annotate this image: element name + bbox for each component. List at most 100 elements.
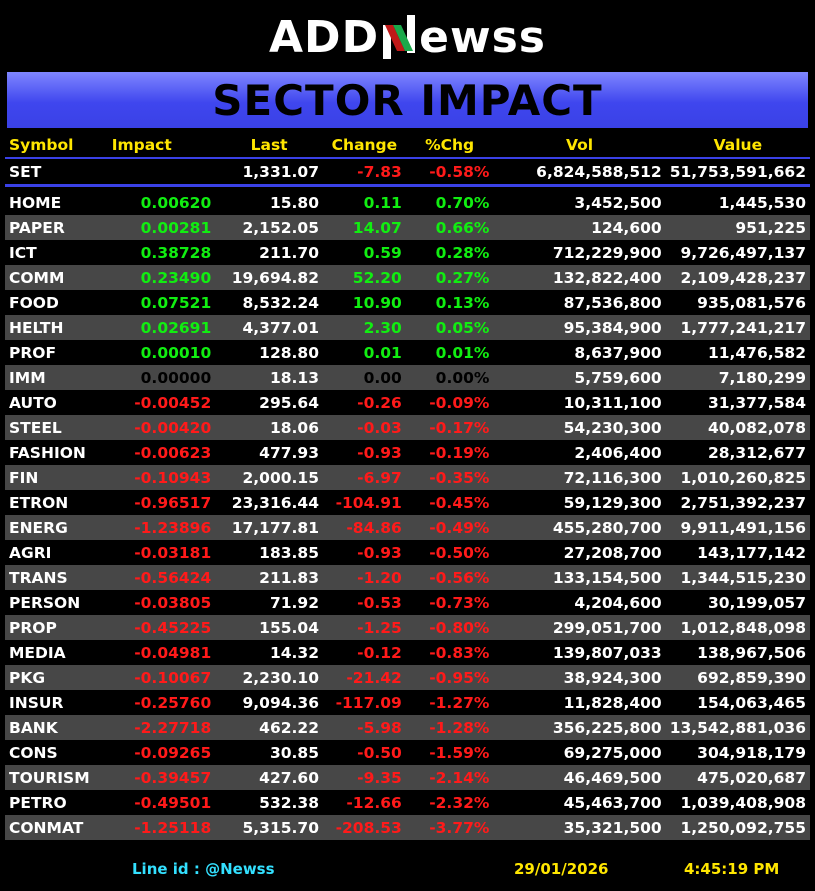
col-volume: Vol xyxy=(566,136,594,154)
row-volume: 299,051,700 xyxy=(552,618,662,637)
row-volume: 69,275,000 xyxy=(563,743,662,762)
table-row: COMM 0.23490 19,694.82 52.20 0.27% 132,822,40… xyxy=(5,265,810,290)
row-change: -6.97 xyxy=(357,468,402,487)
logo-prefix: ADD xyxy=(269,11,380,63)
row-impact: -0.49501 xyxy=(134,793,212,812)
table-row: FIN -0.10943 2,000.15 -6.97 -0.35% 72,116,300… xyxy=(5,465,810,490)
row-pct-change: 0.28% xyxy=(435,243,490,262)
logo-n-mark xyxy=(381,13,417,61)
table-row: AUTO -0.00452 295.64 -0.26 -0.09% 10,311,100 3… xyxy=(5,390,810,415)
row-symbol: FOOD xyxy=(9,293,59,312)
row-symbol: HELTH xyxy=(9,318,64,337)
row-volume: 87,536,800 xyxy=(563,293,662,312)
row-change: 0.59 xyxy=(363,243,402,262)
row-last: 2,152.05 xyxy=(242,218,320,237)
row-last: 9,094.36 xyxy=(242,693,320,712)
row-last: 23,316.44 xyxy=(231,493,319,512)
row-volume: 139,807,033 xyxy=(552,643,662,662)
row-last: 532.38 xyxy=(259,793,319,812)
row-value: 9,726,497,137 xyxy=(680,243,806,262)
table-row: AGRI -0.03181 183.85 -0.93 -0.50% 27,208,700 1… xyxy=(5,540,810,565)
table-row: STEEL -0.00420 18.06 -0.03 -0.17% 54,230,300 4… xyxy=(5,415,810,440)
table-row: ICT 0.38728 211.70 0.59 0.28% 712,229,900 9,72… xyxy=(5,240,810,265)
row-pct-change: -3.77% xyxy=(429,818,490,837)
row-change: 10.90 xyxy=(352,293,402,312)
col-pct-change: %Chg xyxy=(425,136,475,154)
table-row: ENERG -1.23896 17,177.81 -84.86 -0.49% 455,28… xyxy=(5,515,810,540)
row-last: 462.22 xyxy=(259,718,319,737)
row-change: 2.30 xyxy=(363,318,402,337)
row-change: -104.91 xyxy=(335,493,402,512)
col-symbol: Symbol xyxy=(9,136,74,154)
row-change: -0.03 xyxy=(357,418,402,437)
row-volume: 46,469,500 xyxy=(563,768,662,787)
line-id-label: Line id : @Newss xyxy=(132,860,275,878)
row-symbol: BANK xyxy=(9,718,58,737)
row-change: -5.98 xyxy=(357,718,402,737)
row-symbol: HOME xyxy=(9,193,62,212)
row-volume: 11,828,400 xyxy=(563,693,662,712)
row-last: 5,315.70 xyxy=(242,818,320,837)
app-logo: ADD ewss xyxy=(0,8,815,66)
table-row: PROF 0.00010 128.80 0.01 0.01% 8,637,900 11,47… xyxy=(5,340,810,365)
row-last: 2,000.15 xyxy=(242,468,320,487)
table-row: TOURISM -0.39457 427.60 -9.35 -2.14% 46,469,5… xyxy=(5,765,810,790)
title-banner: SECTOR IMPACT xyxy=(7,72,808,128)
row-symbol: PROF xyxy=(9,343,57,362)
row-symbol: TRANS xyxy=(9,568,68,587)
row-value: 28,312,677 xyxy=(707,443,806,462)
row-volume: 455,280,700 xyxy=(552,518,662,537)
row-volume: 124,600 xyxy=(591,218,662,237)
row-change: -0.93 xyxy=(357,443,402,462)
row-last: 8,532.24 xyxy=(242,293,320,312)
row-value: 138,967,506 xyxy=(697,643,806,662)
row-volume: 133,154,500 xyxy=(552,568,662,587)
table-row: MEDIA -0.04981 14.32 -0.12 -0.83% 139,807,033… xyxy=(5,640,810,665)
col-last: Last xyxy=(250,136,288,154)
row-value: 143,177,142 xyxy=(697,543,806,562)
row-volume: 35,321,500 xyxy=(563,818,662,837)
table-row: FOOD 0.07521 8,532.24 10.90 0.13% 87,536,800 9… xyxy=(5,290,810,315)
row-change: -0.53 xyxy=(357,593,402,612)
row-pct-change: 0.70% xyxy=(435,193,490,212)
row-pct-change: -0.09% xyxy=(429,393,490,412)
row-pct-change: 0.66% xyxy=(435,218,490,237)
row-change: -84.86 xyxy=(346,518,402,537)
table-row: TRANS -0.56424 211.83 -1.20 -0.56% 133,154,50… xyxy=(5,565,810,590)
row-pct-change: -0.83% xyxy=(429,643,490,662)
row-last: 18.06 xyxy=(269,418,319,437)
row-change: -117.09 xyxy=(335,693,402,712)
row-value: 1,010,260,825 xyxy=(680,468,806,487)
row-last: 211.83 xyxy=(259,568,319,587)
row-volume: 38,924,300 xyxy=(563,668,662,687)
row-volume: 132,822,400 xyxy=(552,268,662,287)
set-last: 1,331.07 xyxy=(242,162,320,181)
row-pct-change: -0.49% xyxy=(429,518,490,537)
row-volume: 4,204,600 xyxy=(574,593,662,612)
table-row: PAPER 0.00281 2,152.05 14.07 0.66% 124,600 951… xyxy=(5,215,810,240)
row-pct-change: 0.01% xyxy=(435,343,490,362)
row-value: 154,063,465 xyxy=(697,693,806,712)
row-symbol: IMM xyxy=(9,368,46,387)
row-impact: 0.02691 xyxy=(140,318,212,337)
row-last: 17,177.81 xyxy=(231,518,319,537)
row-volume: 2,406,400 xyxy=(574,443,662,462)
logo-suffix: ewss xyxy=(419,11,546,63)
row-value: 1,039,408,908 xyxy=(680,793,806,812)
row-volume: 712,229,900 xyxy=(552,243,662,262)
row-value: 1,777,241,217 xyxy=(680,318,806,337)
row-last: 19,694.82 xyxy=(231,268,319,287)
row-last: 477.93 xyxy=(259,443,319,462)
row-change: 0.11 xyxy=(363,193,402,212)
row-symbol: PROP xyxy=(9,618,57,637)
table-row: PROP -0.45225 155.04 -1.25 -0.80% 299,051,700… xyxy=(5,615,810,640)
row-value: 2,109,428,237 xyxy=(680,268,806,287)
row-impact: -1.23896 xyxy=(134,518,212,537)
row-impact: -0.00623 xyxy=(134,443,212,462)
row-value: 692,859,390 xyxy=(697,668,806,687)
row-volume: 54,230,300 xyxy=(563,418,662,437)
row-impact: 0.00281 xyxy=(140,218,212,237)
row-impact: -0.04981 xyxy=(134,643,212,662)
page-title: SECTOR IMPACT xyxy=(212,75,603,125)
row-value: 1,250,092,755 xyxy=(680,818,806,837)
